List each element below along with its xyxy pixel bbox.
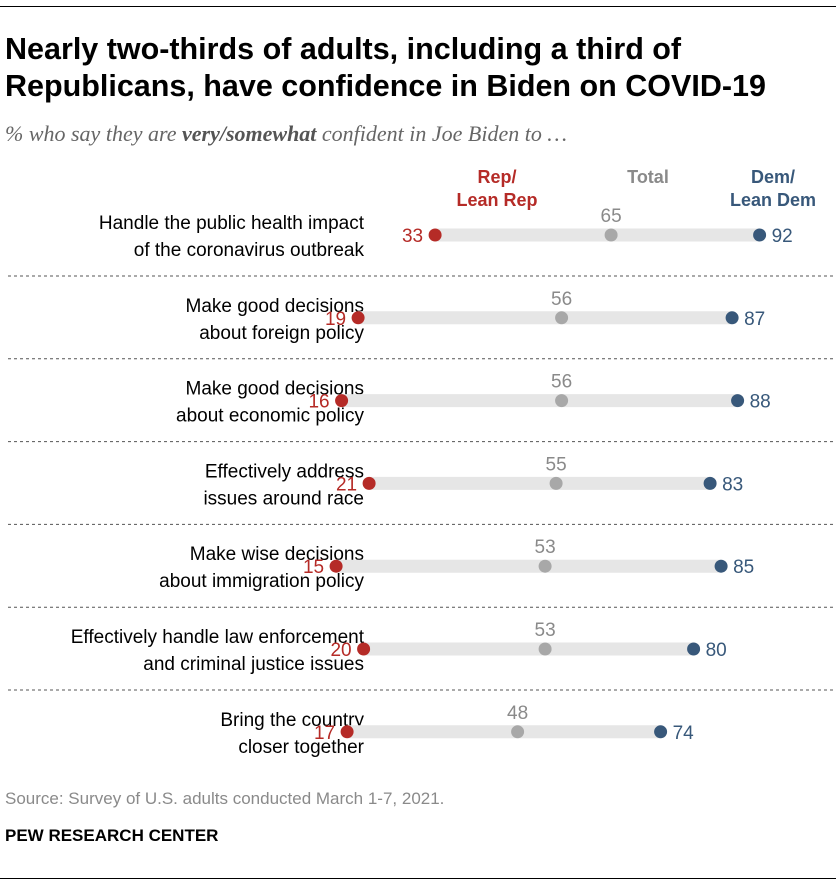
total-value-label: 65: [601, 206, 622, 227]
dem-dot: [725, 311, 739, 325]
rep-dot: [357, 642, 371, 656]
rep-value-label: 15: [303, 557, 324, 578]
category-label: Make wise decisions: [190, 544, 364, 565]
total-value-label: 55: [546, 454, 567, 475]
category-label: and criminal justice issues: [143, 654, 364, 675]
total-dot: [538, 559, 552, 573]
subtitle-suffix: confident in Joe Biden to …: [316, 121, 567, 146]
category-label: Make good decisions: [186, 296, 365, 317]
category-label: Effectively handle law enforcement: [71, 627, 365, 648]
total-value-label: 56: [551, 289, 572, 310]
dem-value-label: 88: [750, 392, 771, 413]
rep-value-label: 17: [314, 723, 335, 744]
subtitle-emphasis: very/somewhat: [181, 121, 317, 146]
category-label: Effectively address: [205, 461, 364, 482]
total-dot: [604, 228, 618, 242]
total-dot: [538, 642, 552, 656]
category-label: about economic policy: [176, 406, 364, 427]
rep-dot: [340, 725, 354, 739]
dem-value-label: 85: [733, 557, 754, 578]
rep-value-label: 33: [402, 226, 423, 247]
legend-rep-label: Lean Rep: [456, 190, 537, 210]
category-label: about foreign policy: [199, 323, 364, 344]
dem-dot: [687, 642, 701, 656]
dem-dot: [731, 394, 745, 408]
legend-dem-label: Dem/: [751, 167, 795, 187]
total-dot: [555, 394, 569, 408]
total-dot: [555, 311, 569, 325]
total-dot: [511, 725, 525, 739]
chart-title: Nearly two-thirds of adults, including a…: [5, 32, 766, 103]
dem-dot: [654, 725, 668, 739]
category-label: closer together: [238, 737, 364, 758]
dem-dot: [714, 559, 728, 573]
top-rule: [0, 6, 836, 7]
dem-value-label: 92: [772, 226, 793, 247]
category-label: Make good decisions: [186, 379, 365, 400]
rep-value-label: 19: [325, 309, 346, 330]
rep-dot: [329, 559, 343, 573]
legend-rep-label: Rep/: [477, 167, 516, 187]
dem-dot: [753, 228, 767, 242]
category-label: of the coronavirus outbreak: [134, 240, 365, 261]
dem-dot: [703, 476, 717, 490]
category-label: issues around race: [203, 488, 364, 509]
rep-dot: [335, 394, 349, 408]
source-note: Source: Survey of U.S. adults conducted …: [5, 789, 445, 808]
total-value-label: 56: [551, 372, 572, 393]
total-value-label: 48: [507, 703, 528, 724]
rep-value-label: 16: [308, 392, 329, 413]
rep-dot: [351, 311, 365, 325]
dem-value-label: 80: [706, 640, 727, 661]
total-dot: [549, 476, 563, 490]
category-label: Handle the public health impact: [99, 213, 365, 234]
dem-value-label: 87: [744, 309, 765, 330]
rep-dot: [362, 476, 376, 490]
total-value-label: 53: [535, 537, 556, 558]
dem-value-label: 74: [673, 723, 695, 744]
category-label: about immigration policy: [159, 571, 364, 592]
subtitle-prefix: % who say they are: [5, 121, 182, 146]
dem-value-label: 83: [722, 474, 743, 495]
rep-dot: [428, 228, 442, 242]
rep-value-label: 21: [336, 474, 357, 495]
category-label: Bring the country: [220, 710, 364, 731]
brand-logo-text: PEW RESEARCH CENTER: [5, 826, 219, 845]
chart-subtitle: % who say they are very/somewhat confide…: [5, 120, 825, 148]
total-value-label: 53: [535, 620, 556, 641]
rep-value-label: 20: [330, 640, 351, 661]
legend-total-label: Total: [627, 167, 669, 187]
legend-dem-label: Lean Dem: [730, 190, 816, 210]
bottom-rule: [0, 878, 836, 879]
